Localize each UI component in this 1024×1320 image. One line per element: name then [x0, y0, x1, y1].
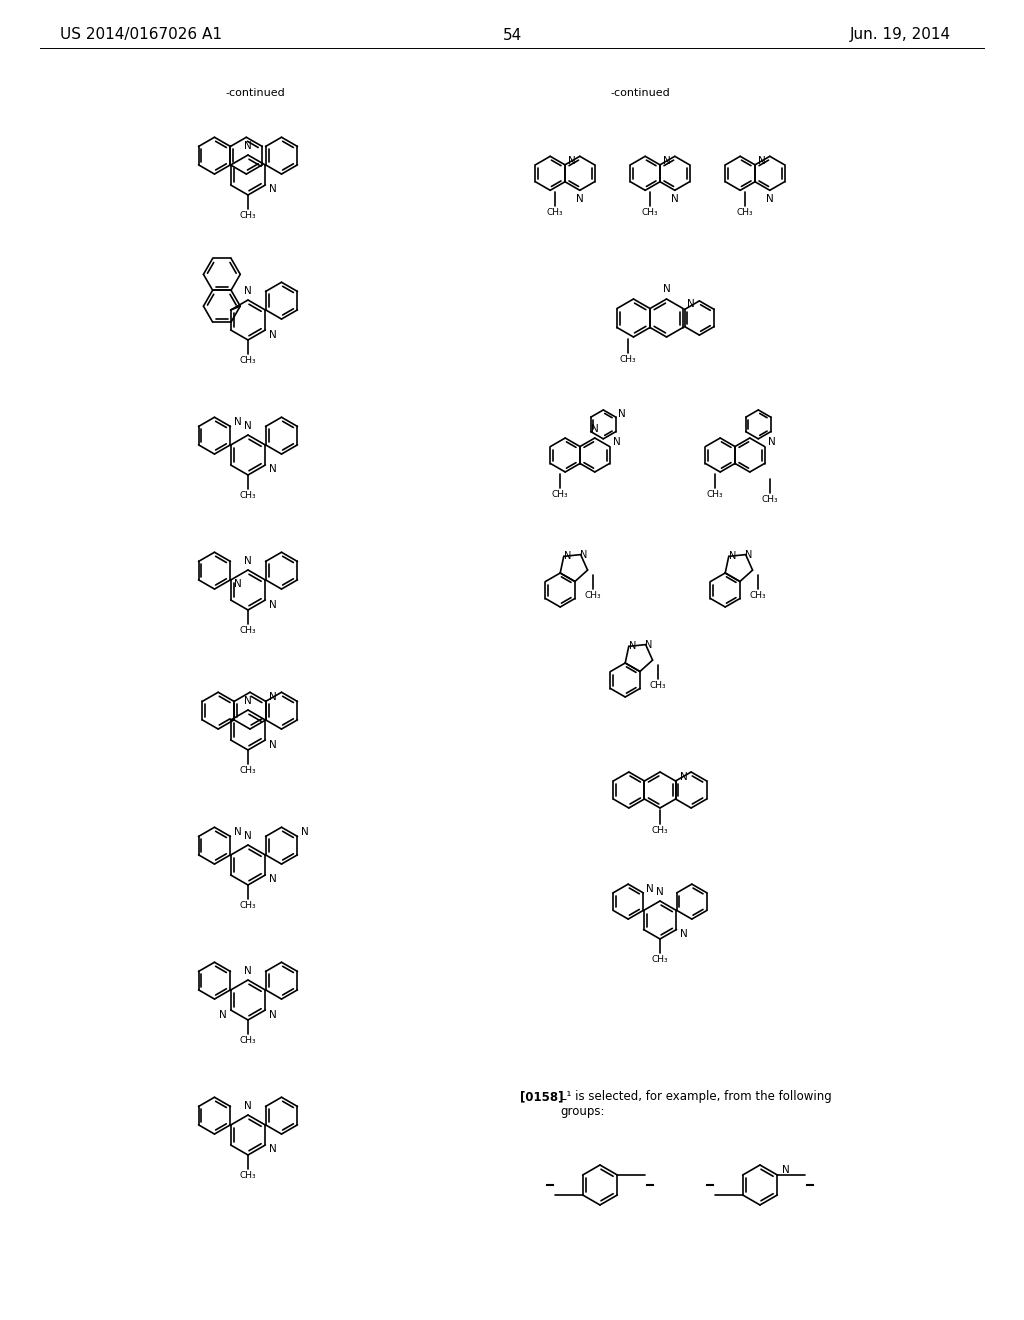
Text: CH₃: CH₃ — [547, 209, 563, 218]
Text: CH₃: CH₃ — [642, 209, 658, 218]
Text: N: N — [575, 194, 584, 203]
Text: CH₃: CH₃ — [585, 591, 601, 601]
Text: Jun. 19, 2014: Jun. 19, 2014 — [850, 28, 950, 42]
Text: -continued: -continued — [225, 88, 285, 98]
Text: CH₃: CH₃ — [240, 1036, 256, 1045]
Text: N: N — [269, 1010, 276, 1019]
Text: CH₃: CH₃ — [240, 766, 256, 775]
Text: N: N — [782, 1166, 790, 1175]
Text: N: N — [680, 929, 688, 939]
Text: N: N — [244, 141, 252, 150]
Text: N: N — [233, 579, 242, 589]
Text: N: N — [269, 330, 276, 339]
Text: N: N — [617, 409, 626, 418]
Text: CH₃: CH₃ — [552, 490, 568, 499]
Text: CH₃: CH₃ — [649, 681, 666, 690]
Text: N: N — [564, 552, 571, 561]
Text: N: N — [269, 874, 276, 884]
Text: N: N — [568, 156, 577, 165]
Text: N: N — [244, 421, 252, 432]
Text: N: N — [687, 298, 695, 309]
Text: N: N — [269, 1144, 276, 1155]
Text: CH₃: CH₃ — [762, 495, 778, 504]
Text: N: N — [219, 1010, 226, 1019]
Text: N: N — [269, 692, 276, 702]
Text: 54: 54 — [503, 28, 521, 42]
Text: N: N — [269, 465, 276, 474]
Text: N: N — [759, 156, 766, 165]
Text: N: N — [613, 437, 621, 447]
Text: N: N — [768, 437, 776, 447]
Text: L¹ is selected, for example, from the following
groups:: L¹ is selected, for example, from the fo… — [560, 1090, 831, 1118]
Text: CH₃: CH₃ — [651, 826, 669, 834]
Text: N: N — [671, 194, 679, 203]
Text: CH₃: CH₃ — [240, 356, 256, 366]
Text: N: N — [233, 417, 242, 428]
Text: N: N — [656, 887, 664, 898]
Text: -continued: -continued — [610, 88, 670, 98]
Text: N: N — [766, 194, 774, 203]
Text: N: N — [244, 696, 252, 706]
Text: CH₃: CH₃ — [707, 490, 723, 499]
Text: N: N — [244, 556, 252, 566]
Text: N: N — [269, 599, 276, 610]
Text: N: N — [269, 185, 276, 194]
Text: N: N — [269, 739, 276, 750]
Text: CH₃: CH₃ — [651, 954, 669, 964]
Text: N: N — [301, 828, 308, 837]
Text: CH₃: CH₃ — [737, 209, 754, 218]
Text: N: N — [244, 286, 252, 296]
Text: CH₃: CH₃ — [240, 1171, 256, 1180]
Text: N: N — [646, 884, 654, 894]
Text: US 2014/0167026 A1: US 2014/0167026 A1 — [60, 28, 222, 42]
Text: N: N — [664, 156, 671, 165]
Text: CH₃: CH₃ — [240, 491, 256, 500]
Text: N: N — [663, 285, 671, 294]
Text: [0158]: [0158] — [520, 1090, 563, 1104]
Text: CH₃: CH₃ — [750, 591, 766, 601]
Text: N: N — [244, 832, 252, 841]
Text: CH₃: CH₃ — [240, 626, 256, 635]
Text: N: N — [244, 966, 252, 975]
Text: N: N — [729, 552, 736, 561]
Text: N: N — [580, 549, 588, 560]
Text: N: N — [680, 771, 687, 781]
Text: N: N — [591, 425, 599, 434]
Text: CH₃: CH₃ — [240, 902, 256, 909]
Text: N: N — [629, 642, 637, 651]
Text: CH₃: CH₃ — [620, 355, 636, 364]
Text: N: N — [645, 640, 652, 649]
Text: N: N — [244, 1101, 252, 1111]
Text: CH₃: CH₃ — [240, 211, 256, 220]
Text: N: N — [233, 828, 242, 837]
Text: N: N — [745, 549, 753, 560]
